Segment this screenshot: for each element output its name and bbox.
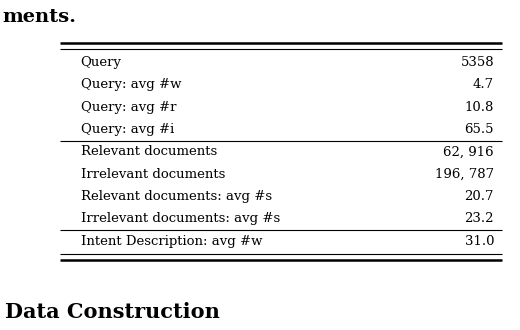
Text: 31.0: 31.0 [464,235,494,248]
Text: 5358: 5358 [460,56,494,69]
Text: Intent Description: avg #w: Intent Description: avg #w [81,235,262,248]
Text: 20.7: 20.7 [464,190,494,203]
Text: 4.7: 4.7 [473,78,494,91]
Text: Relevant documents: Relevant documents [81,145,217,158]
Text: Query: avg #i: Query: avg #i [81,123,174,136]
Text: 196, 787: 196, 787 [435,168,494,181]
Text: 23.2: 23.2 [464,213,494,225]
Text: Query: avg #w: Query: avg #w [81,78,181,91]
Text: Query: avg #r: Query: avg #r [81,101,176,114]
Text: 10.8: 10.8 [465,101,494,114]
Text: Relevant documents: avg #s: Relevant documents: avg #s [81,190,272,203]
Text: ments.: ments. [3,8,76,26]
Text: Irrelevant documents: avg #s: Irrelevant documents: avg #s [81,213,280,225]
Text: 65.5: 65.5 [464,123,494,136]
Text: 62, 916: 62, 916 [444,145,494,158]
Text: Irrelevant documents: Irrelevant documents [81,168,225,181]
Text: Query: Query [81,56,122,69]
Text: Data Construction: Data Construction [5,302,220,322]
